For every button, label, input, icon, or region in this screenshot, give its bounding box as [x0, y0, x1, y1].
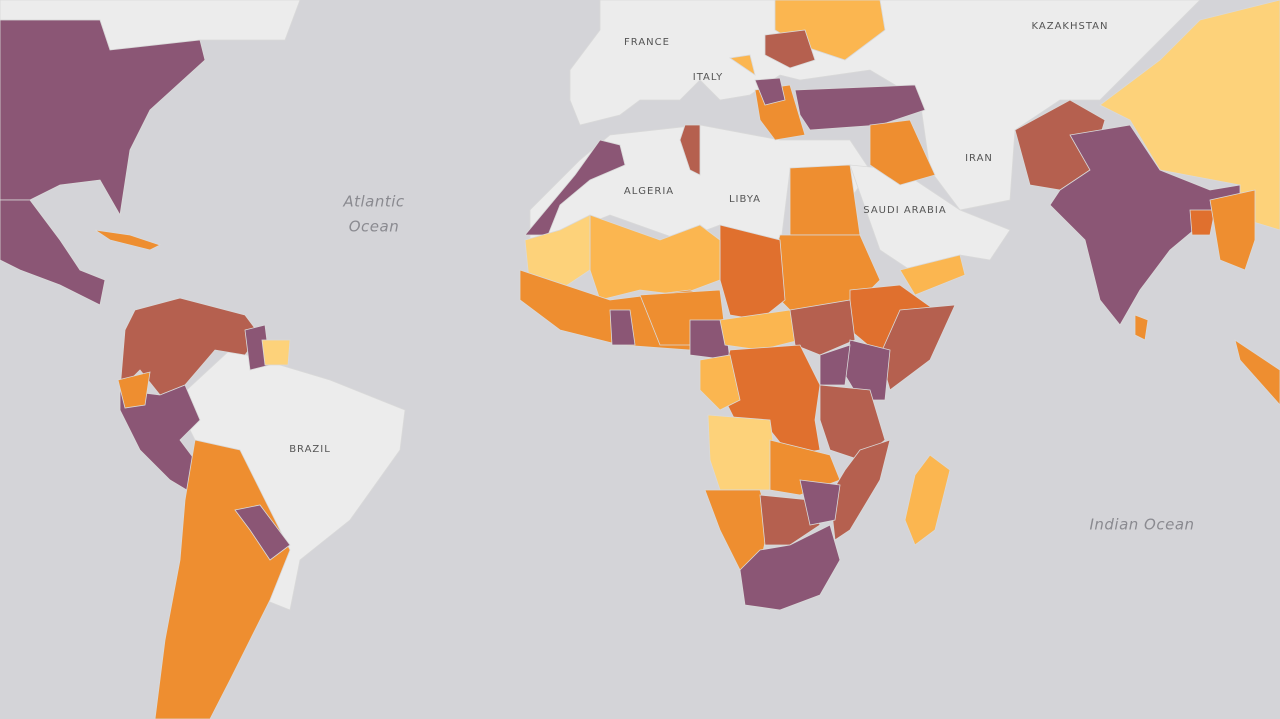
country-label: BRAZIL	[289, 444, 331, 455]
ocean-label: Ocean	[349, 218, 399, 236]
country-label: IRAN	[965, 153, 993, 164]
country-label: KAZAKHSTAN	[1032, 21, 1109, 32]
country-label: FRANCE	[624, 37, 670, 48]
country-label: SAUDI ARABIA	[863, 205, 946, 216]
country-label: LIBYA	[729, 194, 761, 205]
ocean-label: Indian Ocean	[1089, 516, 1194, 534]
country-label: ITALY	[693, 72, 723, 83]
country-label: ALGERIA	[624, 186, 674, 197]
labels: FRANCE ITALY KAZAKHSTAN ALGERIA LIBYA IR…	[289, 21, 1194, 534]
ocean-label: Atlantic	[342, 193, 405, 211]
